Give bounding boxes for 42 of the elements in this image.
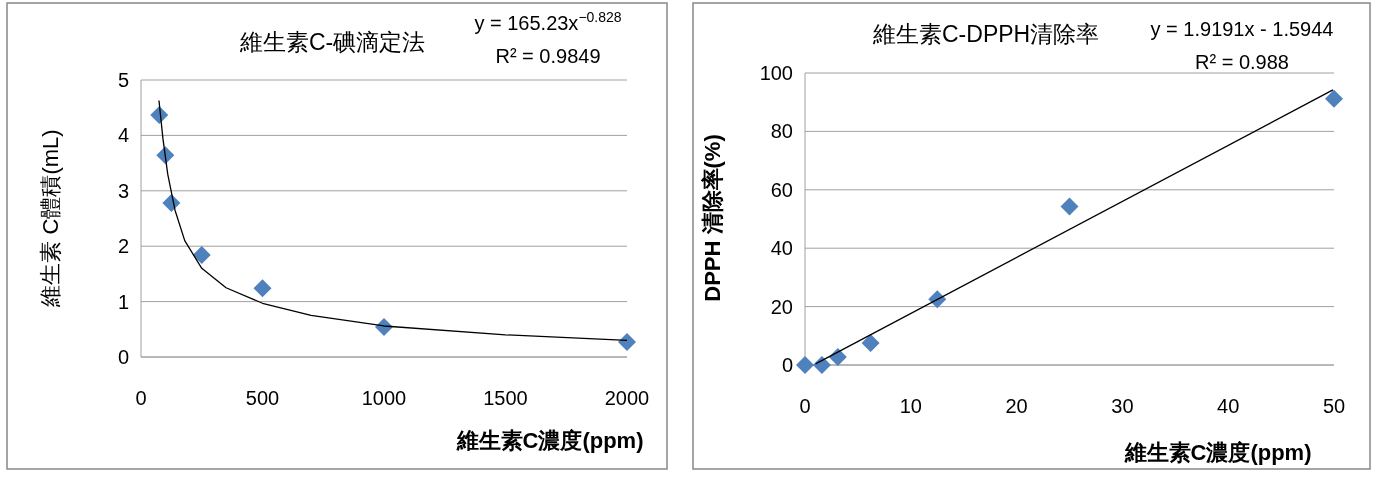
point — [812, 356, 831, 374]
x-tick-label: 1500 — [483, 387, 528, 409]
y-tick-label: 40 — [770, 237, 793, 260]
x-tick-label: 50 — [1322, 395, 1346, 417]
x-axis-title: 維生素C濃度(ppm) — [455, 428, 644, 453]
y-axis-title: DPPH 清除率(%) — [700, 134, 725, 302]
x-tick-label: 1000 — [361, 387, 407, 409]
y-tick-label: 80 — [770, 120, 793, 143]
annotation: R² = 0.988 — [1195, 51, 1289, 73]
text: y = 1.9191x - 1.5944 — [1150, 18, 1334, 40]
point — [1060, 197, 1079, 216]
point — [192, 246, 211, 265]
y-tick-label: 60 — [770, 178, 793, 201]
point — [828, 348, 847, 367]
y-tick-label: 4 — [117, 124, 129, 147]
y-axis-title: 維生素 C體積(mL) — [38, 129, 63, 308]
y-tick-label: 5 — [117, 69, 129, 91]
y-tick-label: 2 — [117, 235, 129, 258]
chart-title: 維生素C-碘滴定法 — [239, 29, 426, 55]
point — [796, 356, 814, 374]
x-tick-label: 2000 — [604, 387, 650, 409]
y-tick-label: 3 — [117, 179, 129, 202]
point — [618, 333, 636, 352]
y-tick-label: 100 — [759, 62, 793, 84]
x-tick-label: 0 — [135, 387, 147, 409]
x-tick-label: 10 — [899, 395, 922, 417]
y-tick-label: 0 — [781, 354, 793, 376]
x-axis-title: 維生素C濃度(ppm) — [1123, 440, 1312, 465]
chart-title: 維生素C-DPPH清除率 — [872, 21, 1100, 47]
x-tick-label: 40 — [1217, 395, 1240, 417]
y-tick-label: 20 — [770, 295, 793, 318]
x-tick-label: 30 — [1111, 395, 1134, 417]
point — [1325, 89, 1343, 108]
x-tick-label: 0 — [799, 395, 811, 417]
point — [861, 334, 880, 353]
text: y = 165.23x$^{−0.828}$ — [474, 9, 622, 34]
y-tick-label: 1 — [117, 290, 129, 313]
point — [253, 279, 272, 298]
text: R² = 0.9849 — [495, 45, 601, 67]
x-tick-label: 500 — [245, 387, 280, 409]
y-tick-label: 0 — [117, 346, 129, 368]
x-tick-label: 20 — [1005, 395, 1028, 417]
